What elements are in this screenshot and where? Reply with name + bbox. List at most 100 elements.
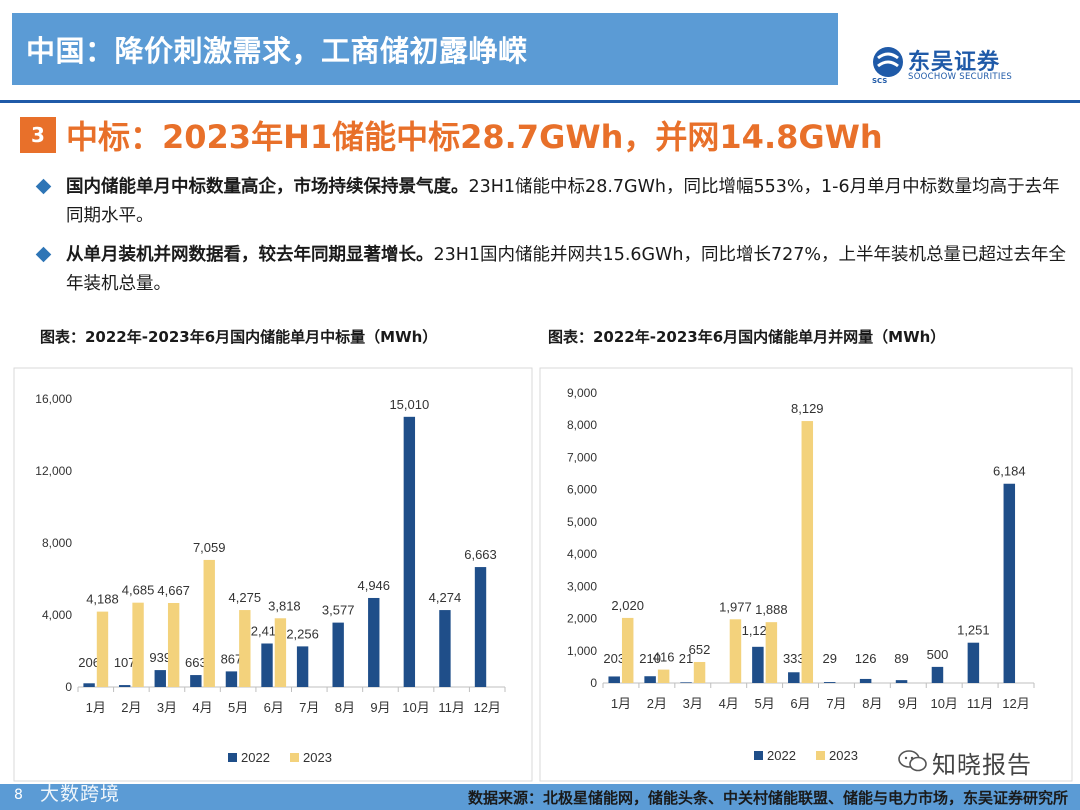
data-label-2022-11: 4,274 — [429, 590, 462, 605]
brand-name-cn: 东吴证券 — [908, 50, 1001, 75]
data-label-2023-3: 652 — [689, 642, 711, 657]
data-label-2022-2: 210 — [639, 651, 661, 666]
y-tick-label: 6,000 — [567, 483, 597, 497]
bar-2022-9 — [895, 680, 908, 683]
bar-2022-12 — [1003, 483, 1016, 683]
legend-label-2022: 2022 — [241, 750, 270, 765]
y-tick-label: 12,000 — [35, 464, 72, 478]
data-label-2023-5: 1,888 — [755, 602, 788, 617]
x-tick-label: 10月 — [930, 696, 957, 711]
chart-frame — [539, 367, 1073, 782]
x-tick-label: 3月 — [157, 700, 177, 715]
data-label-2022-1: 206 — [78, 655, 100, 670]
data-label-2023-1: 4,188 — [86, 592, 119, 607]
data-label-2022-7: 29 — [822, 651, 836, 666]
x-tick-label: 12月 — [1002, 696, 1029, 711]
chart-2-grid-volume: 0 1,000 2,000 3,000 4,000 5,000 6,000 7,000 8,00… — [539, 367, 1073, 782]
bar-2022-2 — [118, 685, 131, 687]
data-label-2022-3: 939 — [149, 650, 171, 665]
x-tick-label: 1月 — [86, 700, 106, 715]
x-tick-label: 7月 — [826, 696, 846, 711]
data-label-2022-2: 107 — [114, 655, 136, 670]
x-tick-label: 10月 — [402, 700, 429, 715]
brand-mark-icon — [873, 47, 903, 77]
legend-swatch-2023 — [290, 753, 299, 762]
x-tick-label: 7月 — [299, 700, 319, 715]
data-label-2022-7: 2,256 — [286, 626, 319, 641]
y-tick-label: 7,000 — [567, 450, 597, 464]
data-label-2022-6: 333 — [783, 651, 805, 666]
bar-2022-7 — [823, 682, 836, 683]
charts-canvas: 0 4,000 8,000 12,000 16,000 1月 206 4,188 2月 107 4,… — [13, 367, 1073, 782]
y-tick-label: 5,000 — [567, 515, 597, 529]
bar-2022-4 — [190, 675, 202, 687]
bar-2022-9 — [368, 597, 380, 687]
y-tick-label: 0 — [590, 676, 597, 690]
x-tick-label: 12月 — [473, 700, 500, 715]
bullet-1-bold: 国内储能单月中标数量高企，市场持续保持景气度。 — [66, 177, 469, 197]
data-label-2023-4: 1,977 — [719, 599, 752, 614]
x-tick-label: 2月 — [647, 696, 667, 711]
y-tick-label: 1,000 — [567, 644, 597, 658]
x-tick-label: 3月 — [683, 696, 703, 711]
data-label-2023-2: 416 — [653, 650, 675, 665]
bar-2022-11 — [439, 610, 451, 687]
legend-label-2023: 2023 — [829, 748, 858, 763]
bar-2023-2 — [132, 602, 144, 687]
data-source: 数据来源：北极星储能网，储能头条、中关村储能联盟、储能与电力市场，东吴证券研究所 — [467, 788, 1068, 807]
chart-2-title: 图表：2022年-2023年6月国内储能单月并网量（MWh） — [548, 328, 946, 346]
bar-2023-5 — [239, 610, 251, 687]
x-tick-label: 11月 — [967, 696, 994, 711]
y-tick-label: 3,000 — [567, 579, 597, 593]
data-label-2023-4: 7,059 — [193, 540, 226, 555]
data-label-2022-9: 4,946 — [357, 578, 390, 593]
bullet-item-1: 国内储能单月中标数量高企，市场持续保持景气度。23H1储能中标28.7GWh，同… — [35, 173, 1068, 231]
source-bar: 数据来源：北极星储能网，储能头条、中关村储能联盟、储能与电力市场，东吴证券研究所 — [0, 784, 1080, 810]
page-title: 中国：降价刺激需求，工商储初露峥嵘 — [26, 34, 528, 68]
bar-2022-12 — [474, 567, 487, 687]
data-label-2022-10: 500 — [927, 647, 949, 662]
bullet-2-text: 23H1国内储能并网共15.6GWh，同比增长727%，上半年装机总量已超过去年… — [66, 245, 1067, 294]
y-tick-label: 2,000 — [567, 612, 597, 626]
x-tick-label: 5月 — [755, 696, 775, 711]
bar-2022-6 — [788, 672, 800, 683]
bar-2023-3 — [693, 661, 706, 683]
bullet-item-2: 从单月装机并网数据看，较去年同期显著增长。23H1国内储能并网共15.6GWh，… — [35, 241, 1068, 299]
x-tick-label: 4月 — [192, 700, 212, 715]
bar-2023-6 — [274, 618, 287, 687]
legend-label-2022: 2022 — [767, 748, 796, 763]
bullet-2-bold: 从单月装机并网数据看，较去年同期显著增长。 — [66, 245, 434, 265]
x-tick-label: 6月 — [264, 700, 284, 715]
bar-2022-10 — [931, 666, 944, 683]
x-tick-label: 9月 — [898, 696, 918, 711]
y-tick-label: 8,000 — [42, 536, 72, 550]
data-label-2023-3: 4,667 — [157, 583, 190, 598]
brand-name-en: SOOCHOW SECURITIES — [908, 72, 1013, 82]
x-tick-label: 5月 — [228, 700, 248, 715]
bar-2022-3 — [154, 670, 166, 687]
bar-2022-10 — [403, 416, 416, 687]
bar-2022-8 — [859, 678, 872, 683]
data-label-2022-8: 3,577 — [322, 603, 355, 618]
bar-2022-5 — [752, 646, 764, 683]
data-label-2022-5: 867 — [221, 651, 243, 666]
bullet-1-text: 23H1储能中标28.7GWh，同比增幅553%，1-6月单月中标数量均高于去年… — [66, 177, 1060, 226]
y-tick-label: 0 — [65, 680, 72, 694]
legend-swatch-2022 — [228, 753, 237, 762]
brand-logo: SCS 东吴证券 SOOCHOW SECURITIES — [872, 44, 1042, 90]
data-label-2022-12: 6,184 — [993, 464, 1026, 479]
header-divider — [0, 100, 1080, 103]
legend-label-2023: 2023 — [303, 750, 332, 765]
page-number: 8 — [14, 787, 23, 803]
bar-2023-6 — [801, 421, 814, 683]
x-tick-label: 2月 — [121, 700, 141, 715]
bar-2023-1 — [96, 611, 109, 687]
bar-2023-4 — [729, 619, 742, 683]
bar-2022-1 — [83, 683, 95, 687]
x-tick-label: 8月 — [335, 700, 355, 715]
bar-2023-2 — [657, 669, 670, 683]
bar-2023-1 — [621, 617, 634, 683]
bar-2022-1 — [608, 676, 620, 683]
section-number-badge: 3 — [20, 117, 56, 153]
data-label-2022-1: 203 — [603, 651, 625, 666]
